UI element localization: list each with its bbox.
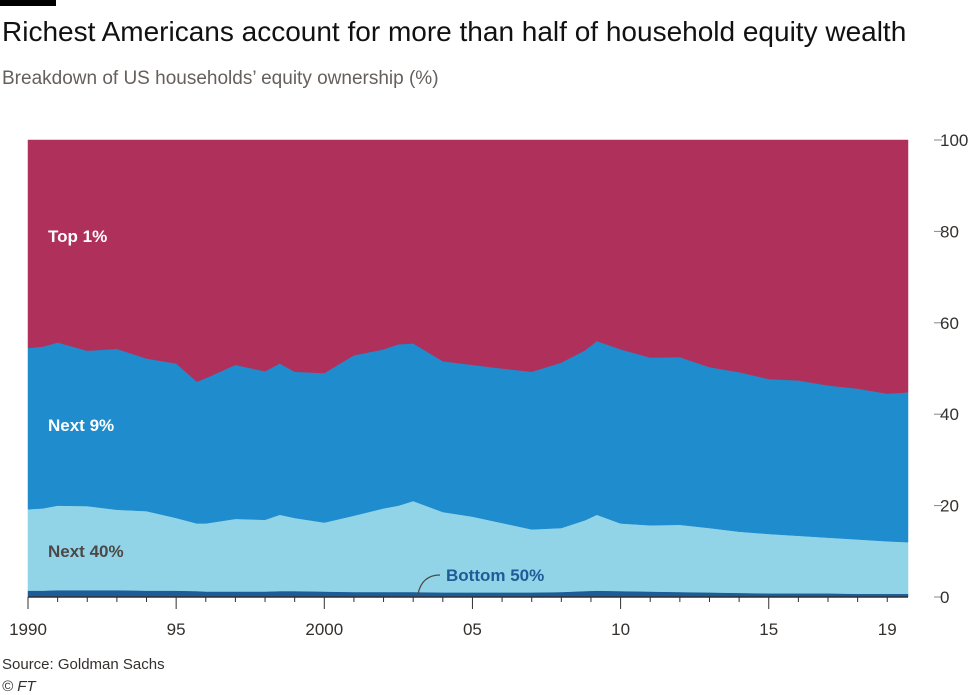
y-tick-label: 40 (940, 405, 959, 424)
y-tick-label: 0 (940, 588, 949, 607)
y-axis-ticks: 100 80 60 40 20 0 (934, 131, 968, 607)
bottom-50-leader-line (417, 574, 441, 595)
y-tick-label: 100 (940, 131, 968, 150)
chart-title: Richest Americans account for more than … (2, 16, 907, 47)
x-axis: 1990 95 2000 05 10 15 19 (9, 596, 908, 639)
label-bottom-50: Bottom 50% (446, 566, 544, 585)
source-note: Source: Goldman Sachs (2, 656, 165, 673)
stacked-area-chart: 100 80 60 40 20 0 1990 95 2000 05 10 15 19 Top 1% Ne… (9, 131, 968, 639)
label-next-9: Next 9% (48, 416, 114, 435)
x-tick-label: 2000 (305, 620, 343, 639)
label-next-40: Next 40% (48, 542, 124, 561)
y-tick-label: 80 (940, 222, 959, 241)
x-tick-label: 95 (167, 620, 186, 639)
chart-subtitle: Breakdown of US households’ equity owner… (2, 68, 439, 89)
x-tick-label: 15 (759, 620, 778, 639)
y-tick-label: 20 (940, 497, 959, 516)
series-labels: Top 1% Next 9% Next 40% Bottom 50% (48, 227, 544, 595)
copyright-note: © FT (2, 678, 36, 695)
label-top-1: Top 1% (48, 227, 107, 246)
x-tick-label: 19 (878, 620, 897, 639)
y-tick-label: 60 (940, 314, 959, 333)
top-1-area (27, 139, 909, 394)
x-tick-label: 05 (463, 620, 482, 639)
ft-brand-bar (0, 0, 56, 6)
x-tick-label: 10 (611, 620, 630, 639)
area-layers (27, 139, 909, 598)
x-tick-label: 1990 (9, 620, 47, 639)
